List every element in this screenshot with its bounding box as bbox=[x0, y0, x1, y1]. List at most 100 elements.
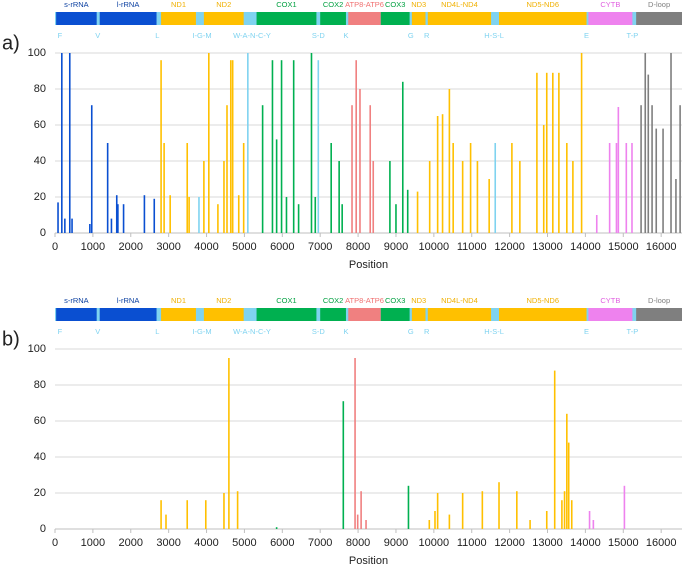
y-tick-label: 80 bbox=[34, 83, 46, 95]
trna-label: R bbox=[424, 327, 430, 336]
bar bbox=[545, 72, 548, 233]
gene-segment bbox=[499, 308, 587, 321]
x-tick-label: 0 bbox=[52, 537, 58, 549]
bar bbox=[356, 514, 359, 529]
x-tick-label: 5000 bbox=[232, 537, 256, 549]
bar bbox=[359, 89, 361, 233]
bar bbox=[662, 128, 664, 233]
gene-segment bbox=[56, 308, 97, 321]
y-tick-label: 100 bbox=[28, 343, 46, 355]
bar bbox=[338, 161, 340, 233]
gene-label: ND4L-ND4 bbox=[441, 0, 478, 9]
bar bbox=[631, 143, 633, 233]
bar bbox=[117, 204, 119, 233]
bar bbox=[143, 195, 146, 233]
gene-segment bbox=[636, 308, 682, 321]
gene-label: l-rRNA bbox=[117, 0, 140, 9]
gene-segment bbox=[203, 12, 244, 25]
bar bbox=[110, 218, 113, 233]
bar bbox=[389, 161, 391, 233]
trna-label: F bbox=[58, 327, 63, 336]
x-tick-label: 9000 bbox=[384, 537, 408, 549]
bar bbox=[519, 161, 521, 233]
bar bbox=[122, 204, 125, 233]
gene-label: ND1 bbox=[171, 0, 186, 9]
gene-label: ND5-ND6 bbox=[527, 0, 560, 9]
bar bbox=[529, 520, 531, 529]
gene-segment bbox=[203, 308, 244, 321]
trna-label: V bbox=[95, 327, 100, 336]
y-tick-label: 60 bbox=[34, 415, 46, 427]
gene-label: ND3 bbox=[411, 0, 426, 9]
gene-label: ND5-ND6 bbox=[527, 296, 560, 305]
bar bbox=[106, 143, 109, 233]
bar bbox=[365, 520, 367, 529]
x-tick-label: 9000 bbox=[384, 241, 408, 253]
bar bbox=[655, 128, 658, 233]
y-tick-label: 60 bbox=[34, 119, 46, 131]
x-tick-label: 13000 bbox=[532, 537, 563, 549]
y-tick-label: 0 bbox=[40, 523, 46, 535]
bar bbox=[566, 413, 568, 529]
trna-label: S-D bbox=[312, 31, 326, 40]
y-tick-label: 20 bbox=[34, 487, 46, 499]
trna-label: E bbox=[584, 31, 589, 40]
x-tick-label: 14000 bbox=[570, 537, 601, 549]
gene-segment bbox=[348, 12, 381, 25]
bar bbox=[208, 53, 210, 233]
bar bbox=[317, 60, 320, 234]
x-tick-label: 14000 bbox=[570, 241, 601, 253]
bar bbox=[71, 218, 73, 233]
y-tick-label: 20 bbox=[34, 191, 46, 203]
bar bbox=[186, 143, 189, 233]
bar bbox=[436, 493, 439, 529]
x-tick-label: 12000 bbox=[494, 241, 525, 253]
bar bbox=[236, 491, 239, 529]
x-tick-label: 10000 bbox=[419, 537, 450, 549]
trna-label: V bbox=[95, 31, 100, 40]
gene-label: s-rRNA bbox=[64, 296, 89, 305]
panel-label: b) bbox=[2, 328, 20, 350]
bar bbox=[342, 401, 345, 529]
bar bbox=[545, 511, 548, 529]
x-tick-label: 16000 bbox=[646, 537, 677, 549]
bar bbox=[651, 105, 653, 233]
gene-segment bbox=[411, 308, 426, 321]
x-tick-label: 4000 bbox=[194, 537, 218, 549]
gene-label: ATP8-ATP6 bbox=[345, 296, 384, 305]
bar bbox=[592, 520, 595, 529]
trna-label: E bbox=[584, 327, 589, 336]
bar bbox=[595, 215, 598, 233]
bar bbox=[369, 105, 372, 233]
bar bbox=[163, 143, 165, 233]
bar bbox=[608, 143, 611, 233]
gene-label: ATP8-ATP6 bbox=[345, 0, 384, 9]
gene-segment bbox=[380, 308, 410, 321]
bar bbox=[494, 143, 497, 233]
bar bbox=[261, 105, 264, 233]
bar bbox=[406, 189, 409, 233]
bar bbox=[640, 105, 642, 233]
gene-segment bbox=[411, 12, 426, 25]
y-tick-label: 0 bbox=[40, 227, 46, 239]
bar bbox=[165, 514, 167, 529]
trna-label: T-P bbox=[627, 31, 639, 40]
x-axis-label: Position bbox=[349, 259, 388, 271]
x-tick-label: 7000 bbox=[308, 241, 332, 253]
x-tick-label: 1000 bbox=[81, 537, 105, 549]
trna-label: K bbox=[343, 31, 348, 40]
x-tick-label: 1000 bbox=[81, 241, 105, 253]
x-tick-label: 13000 bbox=[532, 241, 563, 253]
bar bbox=[441, 114, 444, 233]
gene-segment bbox=[161, 308, 196, 321]
bar bbox=[285, 197, 288, 233]
bar bbox=[237, 195, 240, 233]
bar bbox=[310, 53, 313, 233]
gene-label: D-loop bbox=[648, 296, 670, 305]
x-tick-label: 15000 bbox=[608, 241, 639, 253]
gene-segment bbox=[636, 12, 682, 25]
bar bbox=[461, 161, 464, 233]
bar bbox=[153, 198, 156, 233]
bar bbox=[436, 116, 439, 233]
bar bbox=[488, 179, 490, 233]
